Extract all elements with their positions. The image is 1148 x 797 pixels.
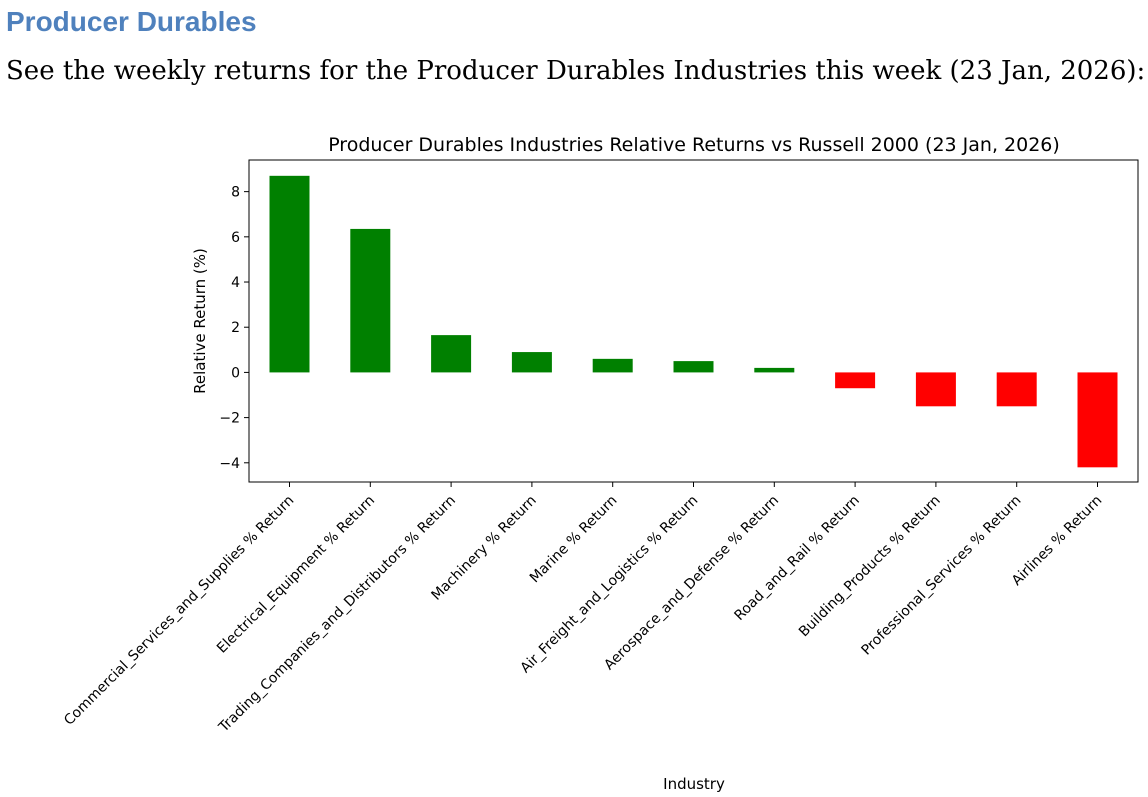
intro-text: See the weekly returns for the Producer …: [6, 56, 1146, 86]
bar: [431, 335, 472, 373]
x-tick-label: Electrical_Equipment % Return: [214, 493, 378, 657]
bar: [511, 352, 552, 373]
x-tick-label: Air_Freight_and_Logistics % Return: [517, 493, 701, 677]
chart-title: Producer Durables Industries Relative Re…: [328, 134, 1060, 156]
y-tick-label: −4: [219, 456, 240, 472]
y-tick-label: 0: [231, 365, 240, 381]
plot-frame: [248, 159, 1139, 483]
y-axis: −4 −2 0 2 4 6 8: [219, 185, 249, 472]
bar: [592, 358, 633, 373]
x-tick-label: Marine % Return: [527, 493, 621, 587]
y-tick-label: 6: [231, 230, 240, 246]
x-axis-label: Industry: [663, 775, 725, 793]
y-tick-label: 8: [231, 185, 240, 201]
x-tick-label: Building_Products % Return: [796, 493, 944, 641]
bar: [350, 228, 391, 373]
page-heading: Producer Durables: [6, 6, 257, 37]
x-axis: Commercial_Services_and_Supplies % Retur…: [61, 482, 1105, 736]
y-axis-label: Relative Return (%): [191, 248, 209, 394]
bar: [269, 175, 310, 373]
bar: [754, 367, 795, 373]
x-tick-label: Aerospace_and_Defense % Return: [601, 493, 782, 674]
x-tick-label: Professional_Services % Return: [858, 493, 1024, 659]
bar: [915, 372, 956, 407]
x-tick-label: Airlines % Return: [1009, 493, 1105, 589]
y-tick-label: 2: [231, 320, 240, 336]
bar: [996, 372, 1037, 407]
y-tick-label: −2: [219, 411, 240, 427]
bar: [1077, 372, 1118, 468]
bars-group: [269, 175, 1118, 468]
bar: [835, 372, 876, 389]
y-tick-label: 4: [231, 275, 240, 291]
bar: [673, 361, 714, 373]
